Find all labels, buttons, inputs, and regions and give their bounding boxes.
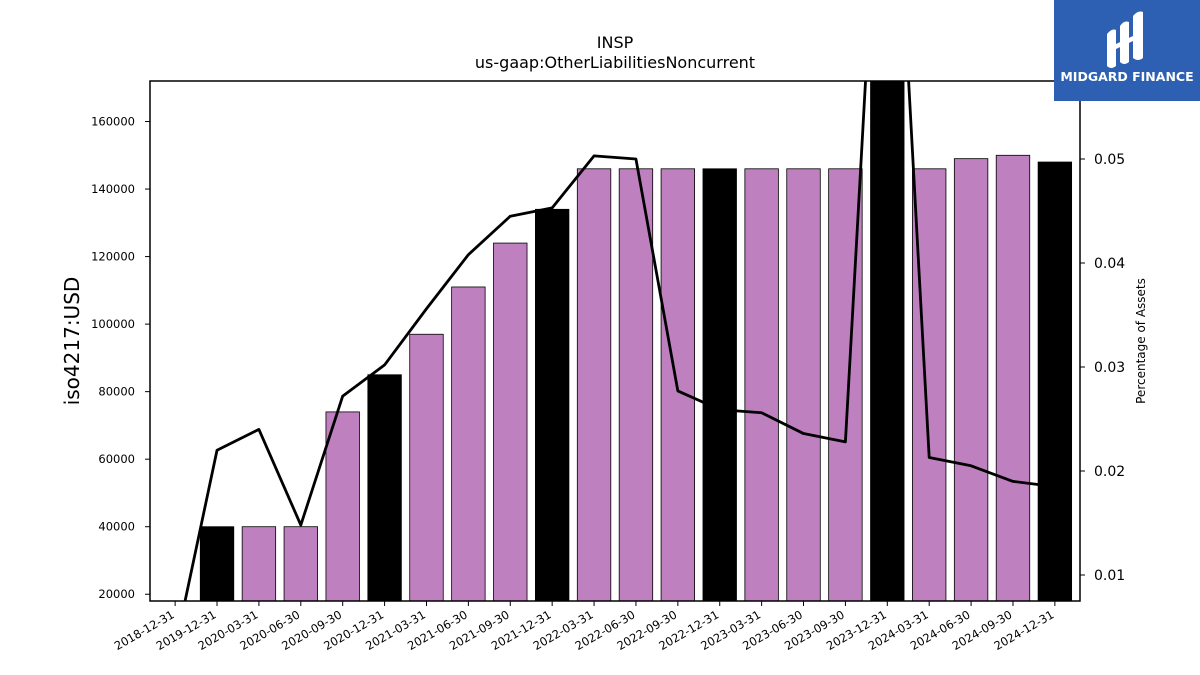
- y-tick-label: 120000: [91, 250, 135, 264]
- bar-2021-09-30: [493, 242, 528, 601]
- logo-text: MIDGARD FINANCE: [1060, 69, 1194, 84]
- bar-2021-12-31: [535, 208, 570, 601]
- bar-2022-03-31: [576, 168, 612, 601]
- y2-tick-label: 0.02: [1094, 464, 1125, 480]
- y2-axis-label: Percentage of Assets: [1134, 278, 1148, 404]
- y-tick-label: 60000: [98, 452, 135, 466]
- y-axis-right: 0.01 0.02 0.03 0.04 0.05: [1080, 152, 1125, 584]
- y-axis-left: 20000 40000 60000 80000 100000 120000 140000 16…: [91, 115, 150, 601]
- y-tick-label: 140000: [91, 182, 135, 196]
- y-tick-label: 20000: [98, 587, 135, 601]
- bar-2023-12-31: [870, 81, 905, 601]
- bar-2020-03-31: [241, 526, 277, 601]
- y2-tick-label: 0.05: [1094, 152, 1125, 168]
- bar-2020-06-30: [283, 526, 318, 601]
- bar-2023-03-31: [744, 168, 779, 601]
- chart-subtitle: us-gaap:OtherLiabilitiesNoncurrent: [475, 53, 755, 72]
- bar-2021-03-31: [409, 333, 444, 601]
- y-axis-label: iso4217:USD: [60, 277, 84, 406]
- y-tick-label: 160000: [91, 115, 135, 129]
- bar-2024-09-30: [995, 154, 1031, 601]
- bar-2022-06-30: [618, 168, 654, 601]
- bar-2024-06-30: [953, 158, 989, 601]
- x-axis: 2018-12-312019-12-312020-03-312020-06-30…: [112, 601, 1056, 653]
- chart-title: INSP: [597, 33, 634, 52]
- bar-2023-06-30: [786, 168, 821, 601]
- bar-2022-12-31: [702, 168, 737, 601]
- bar-2024-03-31: [912, 168, 947, 601]
- bar-2020-09-30: [325, 411, 360, 601]
- y2-tick-label: 0.04: [1094, 256, 1125, 272]
- bar-series: [199, 81, 1073, 601]
- bar-2020-12-31: [367, 374, 402, 601]
- plot-frame: [149, 80, 1081, 602]
- y2-tick-label: 0.01: [1094, 568, 1125, 584]
- logo-mark-icon: [1107, 11, 1143, 68]
- y-tick-label: 100000: [91, 317, 135, 331]
- percentage-line: [183, 81, 1056, 601]
- bar-2021-06-30: [451, 286, 486, 601]
- bar-2019-12-31: [199, 526, 235, 601]
- bar-2024-12-31: [1037, 161, 1073, 601]
- line-series: [183, 81, 1056, 601]
- y-tick-label: 80000: [98, 385, 135, 399]
- brand-logo: MIDGARD FINANCE: [1054, 0, 1200, 101]
- y2-tick-label: 0.03: [1094, 360, 1125, 376]
- y-tick-label: 40000: [98, 520, 135, 534]
